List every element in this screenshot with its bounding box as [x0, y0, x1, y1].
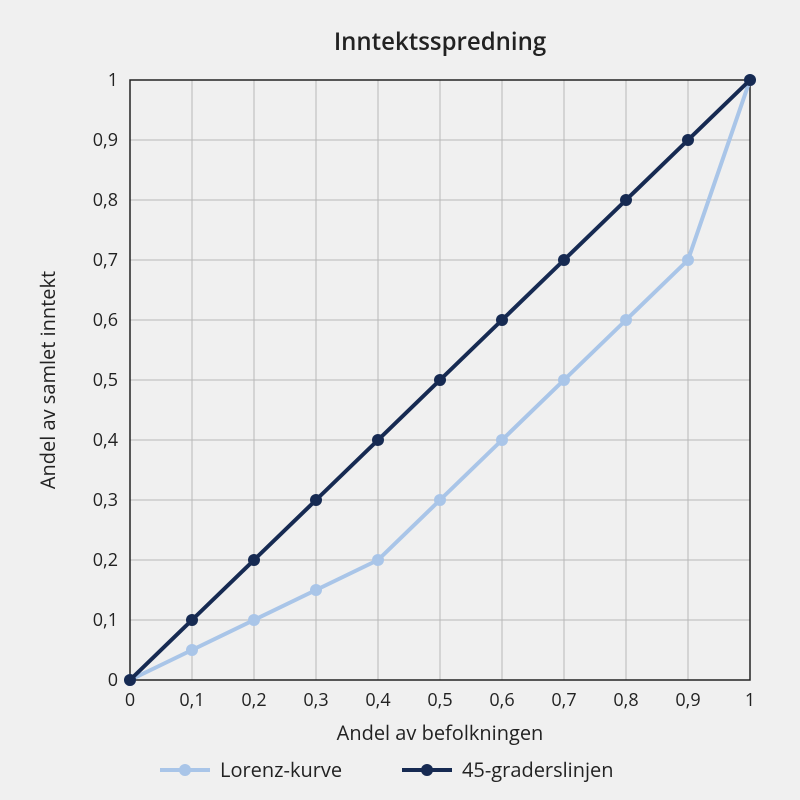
series-marker-0	[682, 254, 694, 266]
y-tick-label: 0,5	[93, 368, 118, 392]
series-marker-0	[496, 434, 508, 446]
x-tick-label: 0,8	[613, 688, 638, 712]
series-marker-0	[248, 614, 260, 626]
series-marker-1	[310, 494, 322, 506]
x-tick-label: 0,4	[365, 688, 390, 712]
y-tick-label: 0,7	[93, 248, 118, 272]
series-marker-0	[558, 374, 570, 386]
legend-marker-1	[421, 764, 433, 776]
lorenz-chart-svg: 0 0,1 0,2 0,3 0,4 0,5 0,6 0,7 0,8 0,9 1 0 0,1 0,2 0,3 0…	[0, 0, 800, 800]
x-tick-label: 0,9	[675, 688, 700, 712]
series-marker-1	[434, 374, 446, 386]
series-marker-1	[186, 614, 198, 626]
x-tick-label: 0,3	[303, 688, 328, 712]
x-tick-label: 0,6	[489, 688, 514, 712]
legend-label-0: Lorenz-kurve	[220, 756, 342, 783]
series-marker-0	[434, 494, 446, 506]
y-tick-label: 0,4	[93, 428, 118, 452]
series-marker-1	[558, 254, 570, 266]
y-tick-label: 0,2	[93, 548, 118, 572]
x-tick-label: 0	[125, 688, 135, 712]
chart-container: 0 0,1 0,2 0,3 0,4 0,5 0,6 0,7 0,8 0,9 1 0 0,1 0,2 0,3 0…	[0, 0, 800, 800]
series-marker-1	[744, 74, 756, 86]
series-marker-1	[620, 194, 632, 206]
y-tick-label: 0,6	[93, 308, 118, 332]
x-tick-label: 0,1	[179, 688, 204, 712]
series-marker-0	[310, 584, 322, 596]
y-tick-label: 0	[108, 668, 118, 692]
series-marker-1	[496, 314, 508, 326]
y-axis-label: Andel av samlet inntekt	[34, 271, 61, 489]
x-axis-label: Andel av befolkningen	[337, 719, 544, 746]
legend-label-1: 45-graderslinjen	[462, 756, 614, 783]
series-marker-0	[186, 644, 198, 656]
series-marker-1	[248, 554, 260, 566]
series-marker-0	[620, 314, 632, 326]
y-tick-label: 0,1	[93, 608, 118, 632]
y-tick-label: 0,3	[93, 488, 118, 512]
series-marker-1	[372, 434, 384, 446]
x-tick-label: 0,7	[551, 688, 576, 712]
y-tick-label: 0,9	[93, 128, 118, 152]
series-marker-1	[682, 134, 694, 146]
legend-marker-0	[179, 764, 191, 776]
x-tick-label: 0,5	[427, 688, 452, 712]
chart-title: Inntektsspredning	[334, 25, 546, 58]
x-tick-label: 0,2	[241, 688, 266, 712]
series-marker-0	[372, 554, 384, 566]
y-tick-label: 0,8	[93, 188, 118, 212]
y-tick-label: 1	[108, 68, 118, 92]
series-marker-1	[124, 674, 136, 686]
x-tick-label: 1	[745, 688, 755, 712]
